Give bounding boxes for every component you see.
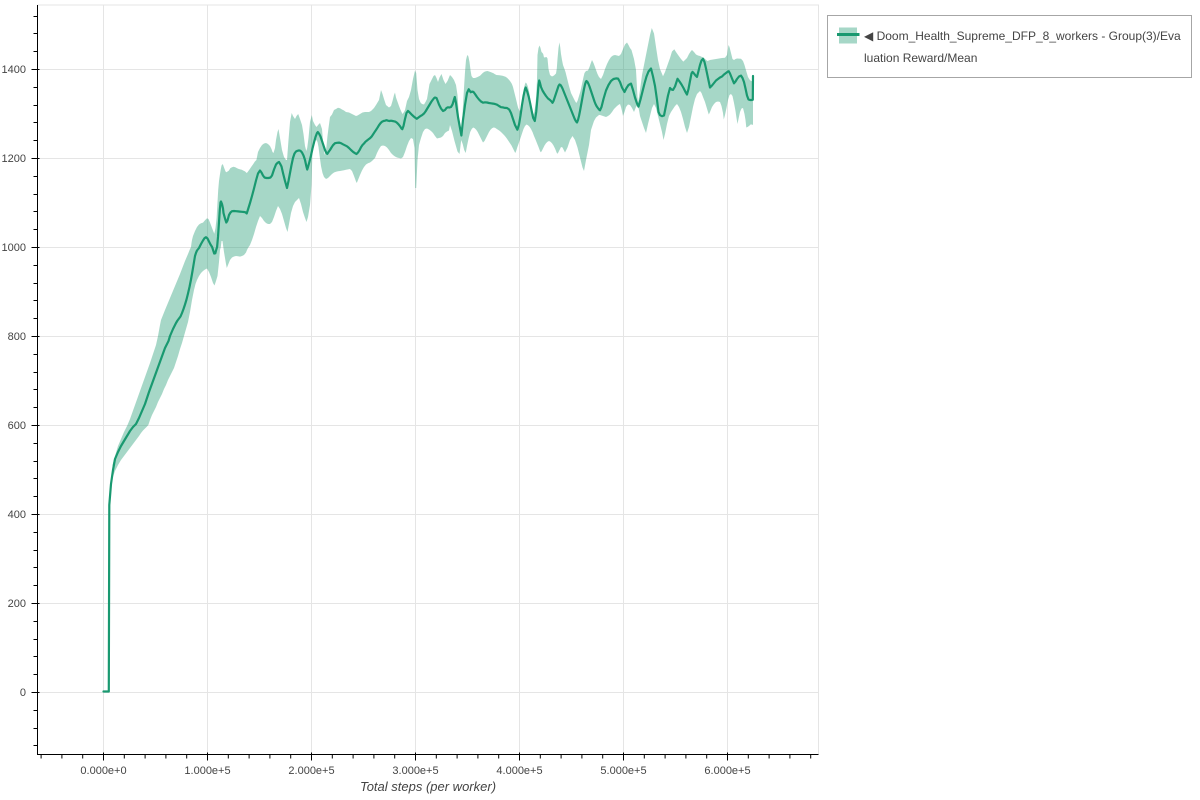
svg-text:1000: 1000	[2, 242, 26, 254]
svg-text:3.000e+5: 3.000e+5	[392, 765, 438, 777]
svg-text:400: 400	[8, 509, 26, 521]
svg-text:4.000e+5: 4.000e+5	[496, 765, 542, 777]
svg-text:800: 800	[8, 331, 26, 343]
svg-text:0.000e+0: 0.000e+0	[80, 765, 126, 777]
svg-text:200: 200	[8, 598, 26, 610]
svg-text:600: 600	[8, 420, 26, 432]
svg-text:luation Reward/Mean: luation Reward/Mean	[864, 51, 977, 65]
svg-text:0: 0	[20, 687, 26, 699]
svg-text:1.000e+5: 1.000e+5	[184, 765, 230, 777]
svg-text:2.000e+5: 2.000e+5	[288, 765, 334, 777]
svg-text:6.000e+5: 6.000e+5	[704, 765, 750, 777]
svg-text:5.000e+5: 5.000e+5	[600, 765, 646, 777]
svg-text:1200: 1200	[2, 153, 26, 165]
svg-text:Total steps (per worker): Total steps (per worker)	[360, 779, 496, 794]
svg-text:1400: 1400	[2, 64, 26, 76]
svg-text:◀ Doom_Health_Supreme_DFP_8_wo: ◀ Doom_Health_Supreme_DFP_8_workers - Gr…	[864, 29, 1181, 43]
